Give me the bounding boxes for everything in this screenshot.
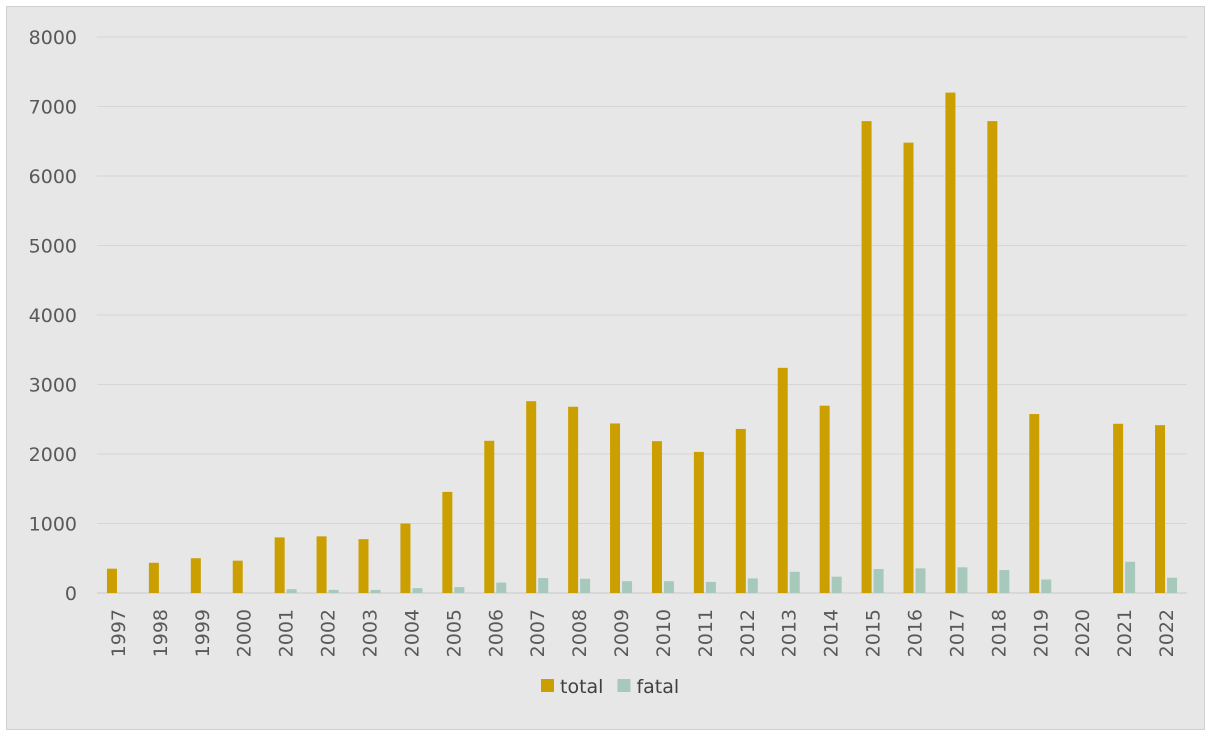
bar-fatal-2008 — [580, 578, 591, 593]
bar-fatal-2018 — [999, 570, 1010, 593]
bar-total-2004 — [400, 523, 411, 593]
legend-label-total: total — [560, 676, 603, 698]
x-tick-label: 1997 — [108, 609, 130, 657]
bar-total-1997 — [106, 568, 117, 593]
bar-fatal-2002 — [328, 589, 339, 593]
legend: total fatal — [541, 676, 679, 698]
bar-total-2016 — [903, 142, 914, 593]
bar-fatal-2004 — [412, 588, 423, 593]
bar-fatal-2015 — [873, 569, 884, 593]
y-tick-label: 8000 — [29, 27, 77, 49]
bar-fatal-2012 — [747, 578, 758, 593]
legend-swatch-total — [541, 679, 554, 692]
x-tick-label: 2020 — [1072, 609, 1094, 657]
legend-label-fatal: fatal — [636, 676, 679, 698]
y-axis-ticks: 0 1000 2000 3000 4000 5000 6000 7000 8000 — [29, 27, 77, 605]
x-tick-label: 2000 — [234, 609, 256, 657]
bar-fatal-2022 — [1167, 577, 1178, 593]
bar-fatal-2009 — [622, 581, 633, 593]
x-tick-label: 2021 — [1114, 609, 1136, 657]
x-tick-label: 2019 — [1030, 609, 1052, 657]
chart-area: 0 1000 2000 3000 4000 5000 6000 7000 8000 1997 19… — [6, 6, 1205, 730]
y-tick-label: 7000 — [29, 97, 77, 119]
bar-fatal-2003 — [370, 589, 381, 593]
bar-total-1999 — [190, 558, 201, 593]
x-tick-label: 2018 — [988, 609, 1010, 657]
bar-total-2009 — [610, 423, 621, 593]
x-tick-label: 2022 — [1156, 609, 1178, 657]
gridlines — [97, 36, 1187, 594]
y-tick-label: 2000 — [29, 444, 77, 466]
x-tick-label: 2002 — [318, 609, 340, 657]
legend-swatch-fatal — [617, 679, 631, 692]
bar-total-2022 — [1155, 425, 1166, 593]
x-axis-ticks: 1997 1998 1999 2000 2001 2002 2003 2004 2005 2006… — [108, 609, 1178, 657]
x-tick-label: 2014 — [821, 609, 843, 657]
bar-total-2014 — [819, 405, 830, 593]
y-tick-label: 4000 — [29, 305, 77, 327]
bar-total-2007 — [526, 401, 537, 593]
x-tick-label: 2008 — [569, 609, 591, 657]
x-tick-label: 2015 — [863, 609, 885, 657]
bar-fatal-2014 — [831, 576, 842, 593]
y-tick-label: 0 — [65, 583, 77, 605]
bars — [106, 92, 1178, 593]
y-tick-label: 1000 — [29, 514, 77, 536]
bar-total-2003 — [358, 539, 369, 593]
bar-total-2015 — [861, 121, 872, 593]
bar-fatal-2019 — [1041, 579, 1052, 593]
bar-fatal-2007 — [538, 578, 549, 593]
x-tick-label: 2009 — [611, 609, 633, 657]
bar-fatal-2001 — [286, 589, 297, 593]
x-tick-label: 2011 — [695, 609, 717, 657]
bar-total-2000 — [232, 560, 243, 593]
bar-total-1998 — [148, 562, 159, 593]
bar-total-2018 — [987, 121, 998, 593]
bar-fatal-2013 — [789, 571, 800, 593]
bar-total-2010 — [651, 441, 662, 593]
bar-total-2011 — [693, 451, 704, 593]
bar-total-2017 — [945, 92, 956, 593]
y-tick-label: 3000 — [29, 375, 77, 397]
x-tick-label: 2010 — [653, 609, 675, 657]
bar-fatal-2017 — [957, 567, 968, 593]
x-tick-label: 2003 — [360, 609, 382, 657]
y-tick-label: 5000 — [29, 236, 77, 258]
bar-fatal-2010 — [663, 581, 674, 593]
bar-fatal-2021 — [1125, 561, 1136, 593]
bar-total-2008 — [568, 406, 579, 593]
x-tick-label: 1998 — [150, 609, 172, 657]
x-tick-label: 2004 — [401, 609, 423, 657]
bar-total-2012 — [735, 428, 746, 593]
x-tick-label: 1999 — [192, 609, 214, 657]
bar-fatal-2005 — [454, 587, 465, 593]
bar-total-2006 — [484, 440, 495, 593]
bar-fatal-2016 — [915, 568, 926, 593]
bar-fatal-2011 — [705, 581, 716, 593]
x-tick-label: 2001 — [276, 609, 298, 657]
bar-fatal-2006 — [496, 582, 507, 593]
bar-total-2021 — [1113, 423, 1124, 593]
x-tick-label: 2012 — [737, 609, 759, 657]
bar-total-2001 — [274, 537, 285, 593]
bar-total-2019 — [1029, 414, 1040, 593]
x-tick-label: 2007 — [527, 609, 549, 657]
x-tick-label: 2013 — [779, 609, 801, 657]
x-tick-label: 2016 — [905, 609, 927, 657]
bar-total-2005 — [442, 491, 453, 593]
bar-total-2002 — [316, 536, 327, 593]
bar-total-2013 — [777, 367, 788, 593]
x-tick-label: 2005 — [443, 609, 465, 657]
x-tick-label: 2006 — [485, 609, 507, 657]
x-tick-label: 2017 — [946, 609, 968, 657]
y-tick-label: 6000 — [29, 166, 77, 188]
